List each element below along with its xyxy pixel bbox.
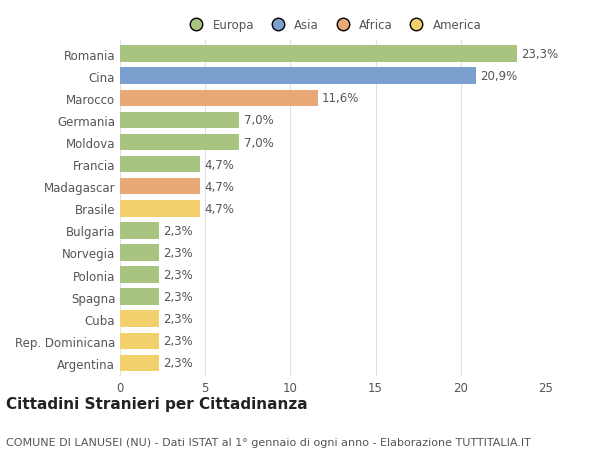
Bar: [120, 157, 200, 173]
Text: 2,3%: 2,3%: [163, 291, 193, 303]
Bar: [120, 245, 159, 261]
Bar: [120, 90, 317, 107]
Bar: [120, 112, 239, 129]
Legend: Europa, Asia, Africa, America: Europa, Asia, Africa, America: [182, 17, 484, 35]
Text: 4,7%: 4,7%: [205, 202, 234, 215]
Bar: [120, 68, 476, 85]
Text: 4,7%: 4,7%: [205, 158, 234, 171]
Text: 2,3%: 2,3%: [163, 246, 193, 259]
Bar: [120, 333, 159, 349]
Bar: [120, 46, 517, 63]
Text: 7,0%: 7,0%: [244, 114, 273, 127]
Bar: [120, 201, 200, 217]
Text: 23,3%: 23,3%: [521, 48, 559, 61]
Text: 7,0%: 7,0%: [244, 136, 273, 149]
Text: Cittadini Stranieri per Cittadinanza: Cittadini Stranieri per Cittadinanza: [6, 397, 308, 412]
Bar: [120, 179, 200, 195]
Text: 4,7%: 4,7%: [205, 180, 234, 193]
Bar: [120, 355, 159, 371]
Text: 20,9%: 20,9%: [481, 70, 518, 83]
Text: 2,3%: 2,3%: [163, 335, 193, 347]
Text: 2,3%: 2,3%: [163, 269, 193, 281]
Text: 11,6%: 11,6%: [322, 92, 359, 105]
Text: COMUNE DI LANUSEI (NU) - Dati ISTAT al 1° gennaio di ogni anno - Elaborazione TU: COMUNE DI LANUSEI (NU) - Dati ISTAT al 1…: [6, 437, 531, 447]
Bar: [120, 289, 159, 305]
Bar: [120, 267, 159, 283]
Text: 2,3%: 2,3%: [163, 224, 193, 237]
Bar: [120, 223, 159, 239]
Text: 2,3%: 2,3%: [163, 313, 193, 325]
Bar: [120, 311, 159, 327]
Bar: [120, 134, 239, 151]
Text: 2,3%: 2,3%: [163, 357, 193, 369]
